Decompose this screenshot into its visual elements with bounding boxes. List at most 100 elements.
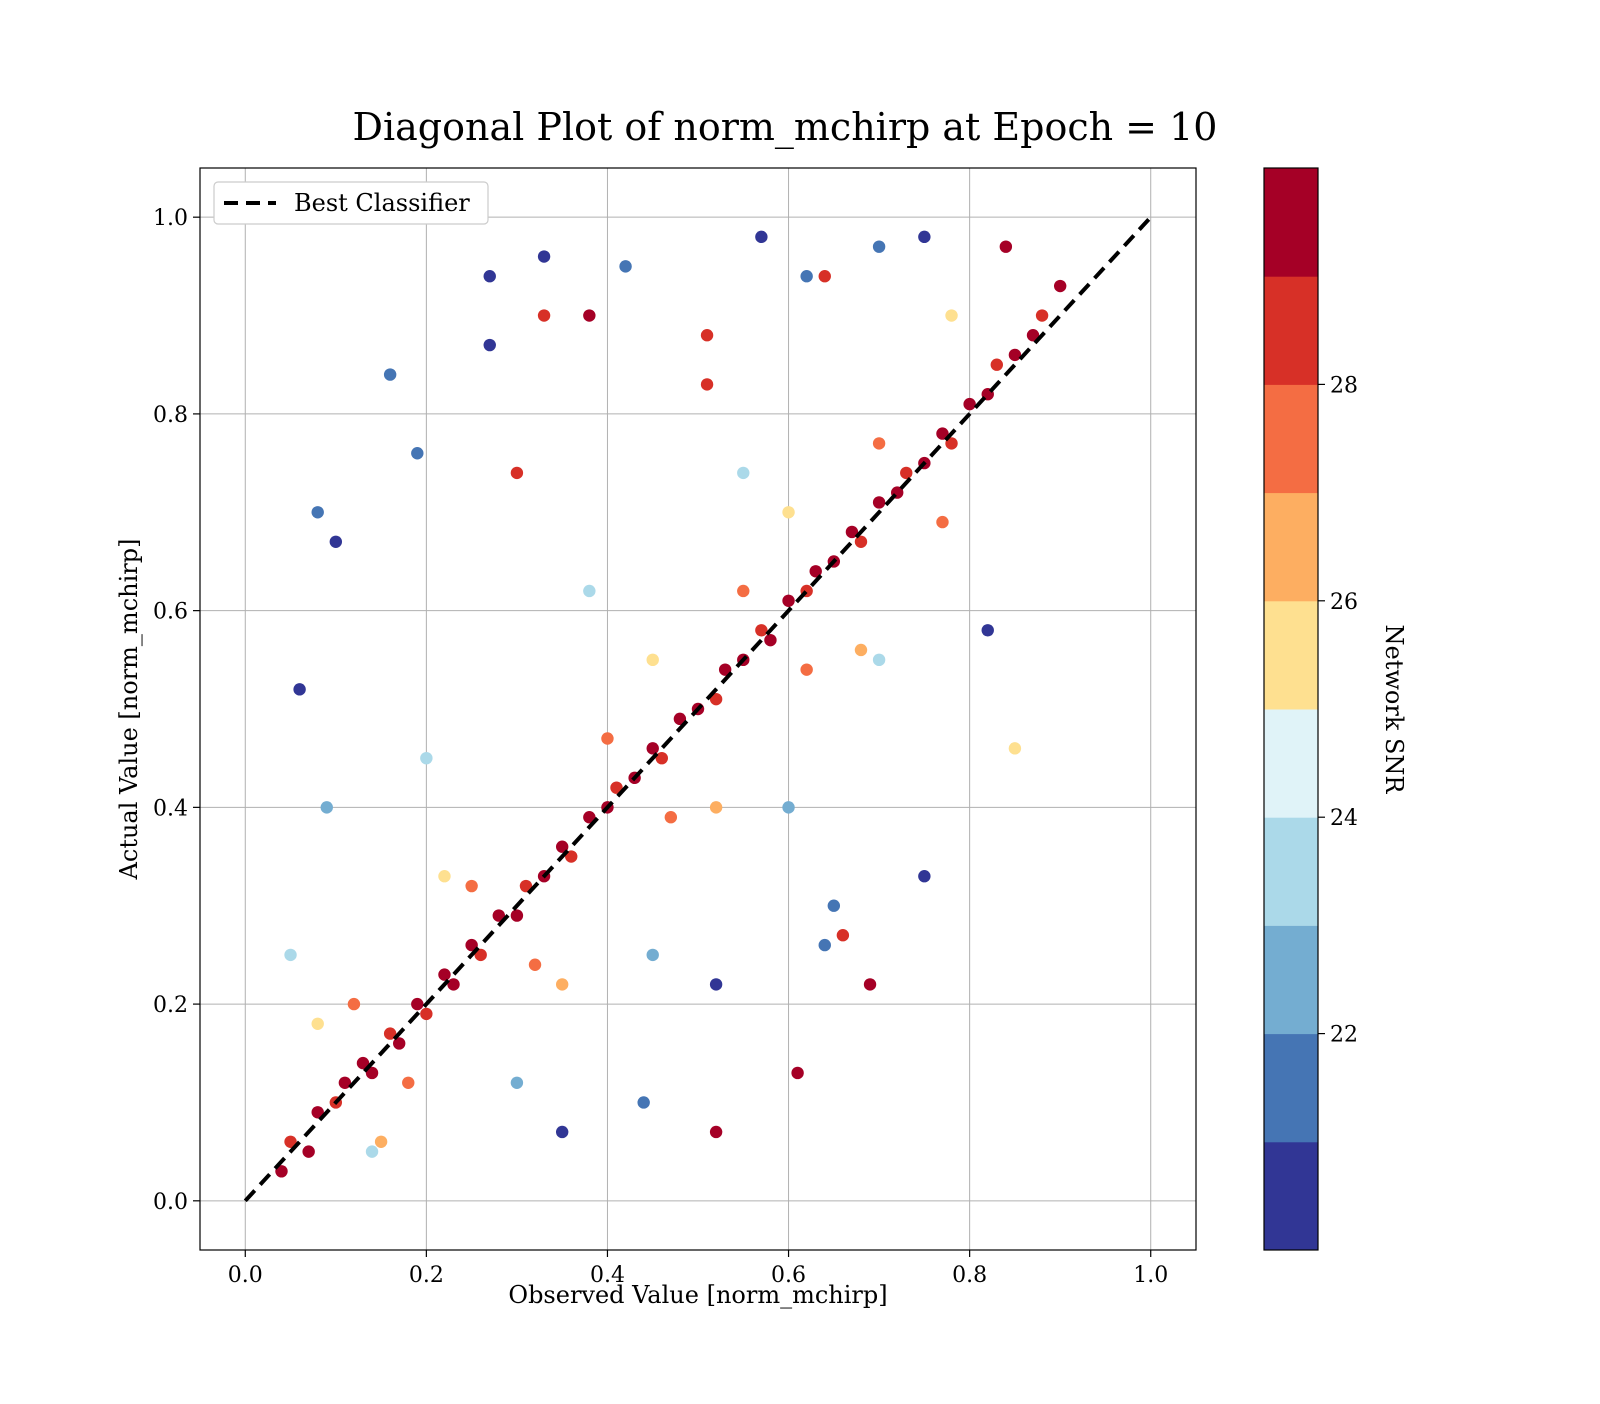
y-axis-label: Actual Value [norm_mchirp] <box>115 539 143 881</box>
scatter-point <box>1008 348 1022 362</box>
colorbar-segment <box>1264 1141 1318 1251</box>
scatter-point <box>284 1135 297 1149</box>
scatter-point <box>483 338 496 352</box>
scatter-point <box>718 663 732 676</box>
scatter-point <box>492 909 505 922</box>
scatter-point <box>537 309 551 322</box>
scatter-point <box>510 909 524 922</box>
scatter-point <box>637 1096 650 1109</box>
y-axis-ticks: 0.0 0.2 0.4 0.6 0.8 1.0 <box>153 206 200 1215</box>
scatter-point <box>782 506 795 519</box>
scatter-point <box>1008 742 1022 755</box>
scatter-point <box>709 692 723 706</box>
scatter-point <box>737 466 750 480</box>
scatter-point <box>854 535 868 548</box>
scatter-point <box>872 437 886 450</box>
scatter-point <box>999 240 1013 253</box>
scatter-point <box>565 850 578 863</box>
plot-frame <box>199 167 1197 1251</box>
scatter-point <box>791 1066 804 1080</box>
scatter-point <box>700 329 714 342</box>
scatter-point <box>918 230 931 244</box>
y-tick-label: 0.0 <box>153 1190 188 1215</box>
scatter-point <box>583 309 596 322</box>
scatter-point <box>555 978 569 991</box>
scatter-point <box>383 368 397 381</box>
scatter-point <box>474 948 487 962</box>
x-tick-label: 0.8 <box>952 1263 987 1288</box>
scatter-point <box>809 565 822 578</box>
x-tick-label: 0.4 <box>590 1263 625 1288</box>
scatter-point <box>709 801 723 814</box>
scatter-point <box>365 1066 379 1080</box>
colorbar-tick-label: 24 <box>1330 806 1358 831</box>
scatter-point <box>936 427 949 440</box>
scatter-point <box>655 751 668 765</box>
scatter-point <box>275 1165 288 1178</box>
scatter-point <box>737 584 750 598</box>
scatter-point <box>420 751 433 765</box>
x-tick-label: 0.2 <box>409 1263 444 1288</box>
scatter-point <box>619 260 632 273</box>
scatter-point <box>610 781 623 794</box>
scatter-point <box>411 997 424 1011</box>
scatter-point <box>827 899 841 912</box>
y-tick-label: 0.4 <box>153 796 188 821</box>
scatter-point <box>836 929 850 942</box>
scatter-point <box>402 1076 415 1089</box>
y-tick-label: 0.2 <box>153 993 188 1018</box>
scatter-point <box>555 1125 569 1139</box>
scatter-point <box>709 1125 723 1139</box>
colorbar-segment <box>1264 709 1318 818</box>
scatter-point <box>1053 279 1067 293</box>
scatter-point <box>646 948 659 962</box>
scatter-point <box>845 525 859 539</box>
scatter-point <box>311 1106 324 1119</box>
scatter-point <box>311 506 324 519</box>
colorbar-segment <box>1264 600 1318 710</box>
y-tick-label: 1.0 <box>153 206 188 231</box>
scatter-point <box>583 811 596 824</box>
scatter-point <box>293 683 306 696</box>
scatter-point <box>338 1076 352 1089</box>
scatter-point <box>356 1056 370 1070</box>
scatter-point <box>365 1145 379 1158</box>
scatter-point <box>664 811 678 824</box>
scatter-point <box>800 663 813 676</box>
x-tick-label: 0.6 <box>771 1263 806 1288</box>
scatter-point <box>447 978 460 991</box>
scatter-point <box>519 879 533 893</box>
scatter-point <box>782 801 795 814</box>
scatter-point <box>872 653 886 667</box>
scatter-point <box>1026 329 1040 342</box>
x-tick-label: 0.0 <box>228 1263 263 1288</box>
scatter-point <box>302 1145 315 1158</box>
colorbar-tick-label: 26 <box>1330 590 1358 615</box>
scatter-point <box>945 437 958 450</box>
legend-entry-label: Best Classifier <box>294 189 470 217</box>
scatter-point <box>872 240 886 253</box>
scatter-point <box>936 515 949 529</box>
scatter-point <box>854 643 868 657</box>
scatter-point <box>700 378 714 391</box>
scatter-point <box>393 1037 406 1050</box>
x-axis-ticks: 0.0 0.2 0.4 0.6 0.8 1.0 <box>228 1250 1168 1288</box>
chart-title: Diagonal Plot of norm_mchirp at Epoch = … <box>353 105 1218 150</box>
legend: Best Classifier <box>213 181 489 225</box>
scatter-point <box>383 1027 397 1040</box>
scatter-point <box>483 270 496 283</box>
scatter-point <box>528 958 542 971</box>
scatter-point <box>465 938 478 952</box>
scatter-point <box>411 447 424 460</box>
scatter-point <box>311 1017 324 1030</box>
scatter-point <box>900 466 913 480</box>
colorbar-frame <box>1263 167 1319 1251</box>
colorbar <box>1263 167 1319 1251</box>
scatter-point <box>438 870 451 883</box>
scatter-point <box>872 496 886 509</box>
y-tick-label: 0.6 <box>153 600 188 625</box>
scatter-point <box>583 584 596 598</box>
scatter-point <box>709 978 723 991</box>
scatter-point <box>963 397 976 411</box>
